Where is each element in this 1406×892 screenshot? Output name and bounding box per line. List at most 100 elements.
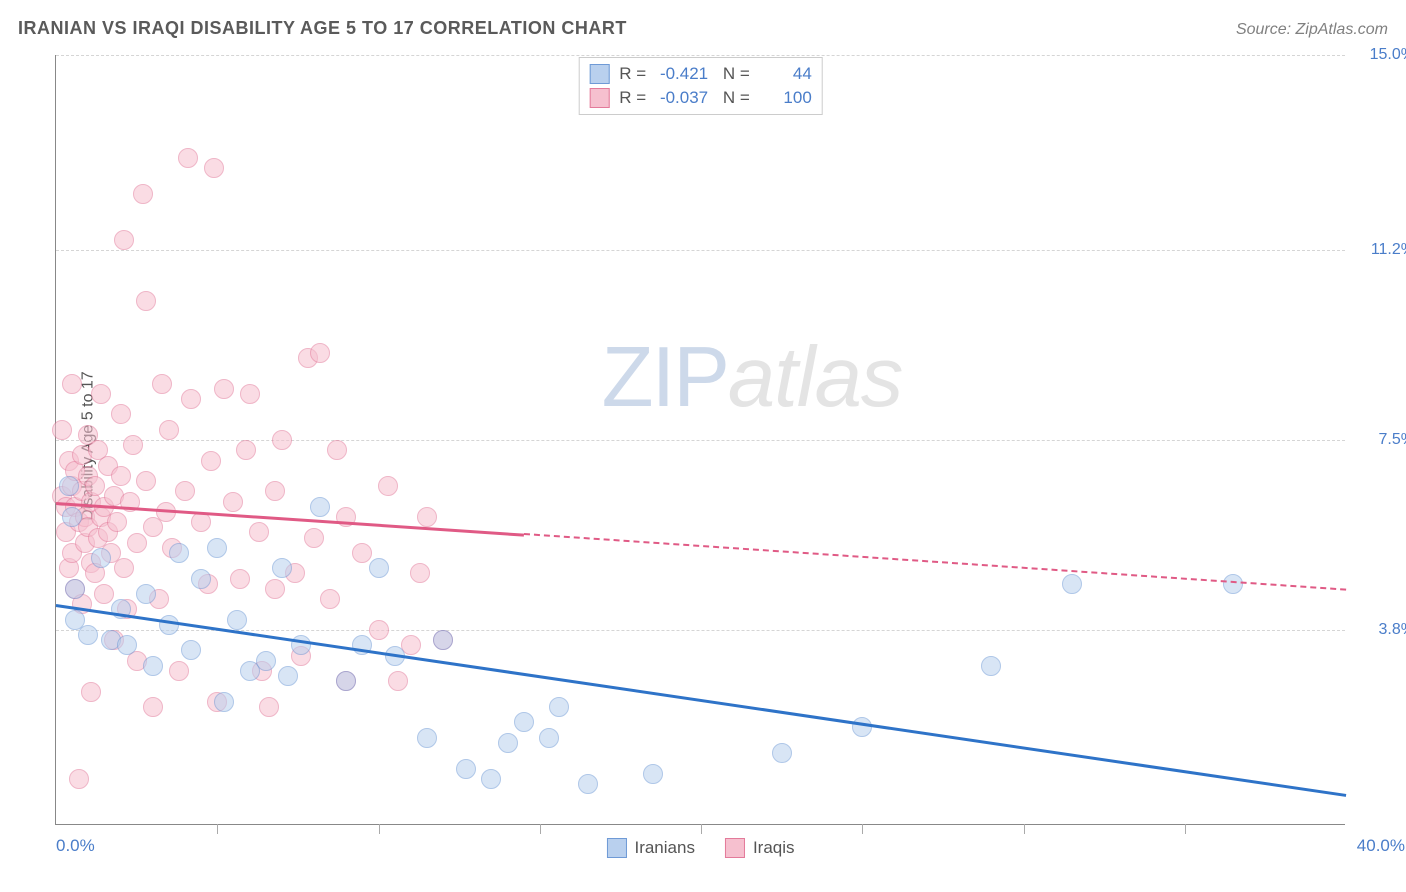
swatch-iraqis — [589, 88, 609, 108]
scatter-point-iraqis — [191, 512, 211, 532]
scatter-point-iranians — [498, 733, 518, 753]
scatter-point-iraqis — [62, 374, 82, 394]
scatter-point-iraqis — [304, 528, 324, 548]
scatter-point-iraqis — [52, 420, 72, 440]
scatter-point-iraqis — [81, 682, 101, 702]
scatter-point-iranians — [169, 543, 189, 563]
scatter-point-iraqis — [127, 533, 147, 553]
legend-label-iraqis: Iraqis — [753, 838, 795, 858]
stat-r-iraqis: -0.037 — [656, 88, 708, 108]
scatter-point-iraqis — [69, 769, 89, 789]
x-axis-max-label: 40.0% — [1357, 836, 1405, 856]
scatter-point-iraqis — [175, 481, 195, 501]
scatter-point-iranians — [549, 697, 569, 717]
scatter-point-iraqis — [114, 558, 134, 578]
scatter-point-iraqis — [152, 374, 172, 394]
scatter-point-iranians — [256, 651, 276, 671]
gridline — [56, 630, 1345, 631]
scatter-point-iraqis — [91, 384, 111, 404]
scatter-point-iranians — [369, 558, 389, 578]
correlation-stats-box: R = -0.421 N = 44 R = -0.037 N = 100 — [578, 57, 823, 115]
scatter-point-iranians — [227, 610, 247, 630]
scatter-point-iraqis — [123, 435, 143, 455]
watermark-zip: ZIP — [602, 330, 728, 425]
scatter-point-iraqis — [310, 343, 330, 363]
scatter-point-iraqis — [143, 697, 163, 717]
scatter-point-iranians — [214, 692, 234, 712]
stat-n-label: N = — [718, 88, 750, 108]
scatter-point-iraqis — [410, 563, 430, 583]
x-tick — [701, 824, 702, 834]
scatter-point-iranians — [181, 640, 201, 660]
scatter-point-iraqis — [85, 476, 105, 496]
x-tick — [862, 824, 863, 834]
scatter-point-iranians — [136, 584, 156, 604]
scatter-point-iraqis — [159, 420, 179, 440]
scatter-point-iranians — [59, 476, 79, 496]
x-tick — [540, 824, 541, 834]
scatter-point-iranians — [310, 497, 330, 517]
scatter-point-iraqis — [169, 661, 189, 681]
scatter-point-iraqis — [201, 451, 221, 471]
scatter-point-iranians — [65, 579, 85, 599]
scatter-point-iranians — [981, 656, 1001, 676]
scatter-point-iraqis — [204, 158, 224, 178]
x-tick — [217, 824, 218, 834]
scatter-point-iranians — [1062, 574, 1082, 594]
scatter-point-iraqis — [136, 471, 156, 491]
scatter-point-iraqis — [378, 476, 398, 496]
scatter-point-iraqis — [272, 430, 292, 450]
chart-title: IRANIAN VS IRAQI DISABILITY AGE 5 TO 17 … — [18, 18, 627, 39]
scatter-point-iranians — [643, 764, 663, 784]
y-tick-label: 3.8% — [1355, 621, 1406, 639]
scatter-point-iraqis — [111, 466, 131, 486]
stats-row-iranians: R = -0.421 N = 44 — [589, 62, 812, 86]
chart-header: IRANIAN VS IRAQI DISABILITY AGE 5 TO 17 … — [18, 18, 1388, 39]
legend-item-iraqis: Iraqis — [725, 838, 795, 858]
x-tick — [1024, 824, 1025, 834]
trend-line-iranians — [56, 604, 1346, 796]
scatter-point-iranians — [143, 656, 163, 676]
scatter-point-iranians — [278, 666, 298, 686]
swatch-iranians — [589, 64, 609, 84]
legend-item-iranians: Iranians — [606, 838, 694, 858]
scatter-point-iranians — [159, 615, 179, 635]
scatter-point-iraqis — [265, 481, 285, 501]
y-tick-label: 15.0% — [1355, 46, 1406, 64]
scatter-point-iraqis — [320, 589, 340, 609]
stat-n-label: N = — [718, 64, 750, 84]
scatter-point-iranians — [433, 630, 453, 650]
scatter-point-iranians — [772, 743, 792, 763]
trend-line-iraqis-dashed — [524, 533, 1347, 591]
scatter-point-iraqis — [94, 584, 114, 604]
scatter-point-iranians — [62, 507, 82, 527]
source-attribution: Source: ZipAtlas.com — [1236, 21, 1388, 39]
gridline — [56, 250, 1345, 251]
scatter-point-iraqis — [181, 389, 201, 409]
legend-swatch-iranians — [606, 838, 626, 858]
plot-area: ZIPatlas R = -0.421 N = 44 R = -0.037 N … — [55, 55, 1345, 825]
scatter-point-iraqis — [352, 543, 372, 563]
scatter-point-iranians — [456, 759, 476, 779]
scatter-point-iranians — [514, 712, 534, 732]
watermark-atlas: atlas — [728, 330, 903, 425]
legend-swatch-iraqis — [725, 838, 745, 858]
scatter-point-iranians — [539, 728, 559, 748]
scatter-point-iraqis — [114, 230, 134, 250]
x-axis-min-label: 0.0% — [56, 836, 95, 856]
scatter-point-iranians — [91, 548, 111, 568]
legend-label-iranians: Iranians — [634, 838, 694, 858]
scatter-point-iranians — [481, 769, 501, 789]
scatter-point-iraqis — [369, 620, 389, 640]
stat-n-iraqis: 100 — [760, 88, 812, 108]
scatter-point-iranians — [78, 625, 98, 645]
y-tick-label: 7.5% — [1355, 431, 1406, 449]
bottom-legend: Iranians Iraqis — [606, 838, 794, 858]
x-tick — [1185, 824, 1186, 834]
scatter-point-iranians — [1223, 574, 1243, 594]
scatter-point-iranians — [117, 635, 137, 655]
scatter-point-iranians — [272, 558, 292, 578]
stats-row-iraqis: R = -0.037 N = 100 — [589, 86, 812, 110]
scatter-point-iraqis — [249, 522, 269, 542]
stat-r-label: R = — [619, 88, 646, 108]
